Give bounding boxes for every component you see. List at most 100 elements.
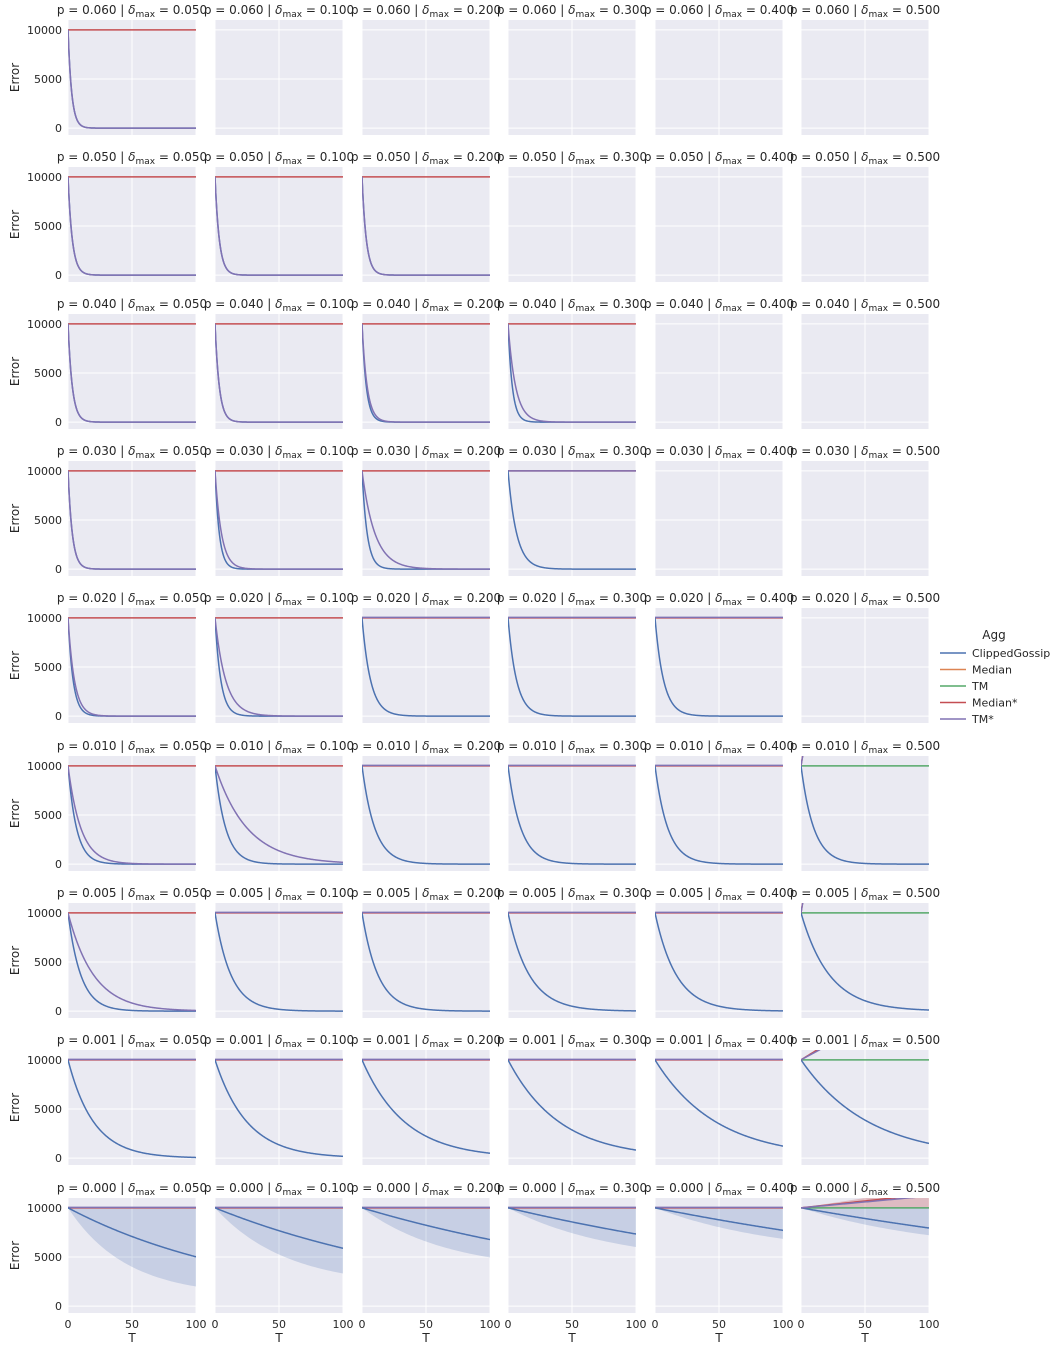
facet-title: p = 0.001 | δmax = 0.500: [790, 1033, 940, 1050]
series-group: [508, 1058, 636, 1151]
legend-label: Median: [972, 664, 1012, 677]
series-line: [215, 176, 343, 276]
facet-title: p = 0.010 | δmax = 0.100: [204, 739, 354, 756]
facet-panel: p = 0.050 | δmax = 0.300: [497, 150, 647, 282]
y-tick-label: 5000: [34, 73, 62, 86]
series-line: [801, 1059, 929, 1145]
facet-title: p = 0.000 | δmax = 0.500: [790, 1181, 940, 1198]
x-tick-label: 50: [272, 1318, 286, 1331]
series-group: [362, 1058, 490, 1154]
series-group: [68, 1206, 196, 1287]
series-line: [215, 323, 343, 423]
facet-title: p = 0.020 | δmax = 0.400: [644, 591, 794, 608]
facet-title: p = 0.060 | δmax = 0.500: [790, 3, 940, 20]
facet-panel: p = 0.020 | δmax = 0.100: [204, 591, 354, 723]
series-line: [68, 617, 196, 717]
y-tick-label: 10000: [27, 318, 62, 331]
series-group: [215, 1206, 343, 1274]
confidence-band: [215, 1207, 343, 1274]
facet-panel: p = 0.000 | δmax = 0.400 0 50 100 T: [644, 1181, 794, 1345]
series-line: [508, 323, 636, 423]
legend: Agg ClippedGossip Median TM Median* TM*: [940, 628, 1050, 726]
y-tick-label: 0: [55, 1152, 62, 1165]
x-tick-label: 0: [798, 1318, 805, 1331]
facet-title: p = 0.020 | δmax = 0.050: [57, 591, 207, 608]
series-group: [362, 1206, 490, 1258]
facet-panel: p = 0.010 | δmax = 0.050 0 5000 10000 Error: [8, 739, 207, 871]
series-line: [68, 765, 196, 865]
facet-grid: p = 0.060 | δmax = 0.0500500010000Errorp…: [8, 3, 940, 1345]
facet-title: p = 0.005 | δmax = 0.100: [204, 886, 354, 903]
series-group: [655, 911, 783, 1012]
y-tick-label: 10000: [27, 760, 62, 773]
facet-title: p = 0.040 | δmax = 0.050: [57, 297, 207, 314]
y-axis-label: Error: [8, 946, 22, 975]
facet-panel: p = 0.030 | δmax = 0.300: [497, 444, 647, 576]
series-line: [68, 912, 196, 1012]
facet-title: p = 0.000 | δmax = 0.050: [57, 1181, 207, 1198]
series-group: [68, 617, 196, 717]
y-axis-label: Error: [8, 210, 22, 239]
facet-title: p = 0.030 | δmax = 0.100: [204, 444, 354, 461]
series-group: [215, 470, 343, 570]
y-tick-label: 0: [55, 858, 62, 871]
series-line: [801, 1198, 916, 1209]
series-line: [362, 912, 490, 1012]
series-group: [215, 323, 343, 423]
y-tick-label: 0: [55, 563, 62, 576]
series-group: [508, 1206, 636, 1247]
facet-title: p = 0.005 | δmax = 0.200: [351, 886, 501, 903]
series-group: [68, 323, 196, 423]
facet-title: p = 0.060 | δmax = 0.200: [351, 3, 501, 20]
series-group: [68, 765, 196, 865]
facet-panel: p = 0.020 | δmax = 0.400: [644, 591, 794, 723]
series-line: [215, 1207, 343, 1249]
y-tick-label: 0: [55, 122, 62, 135]
facet-panel: p = 0.005 | δmax = 0.300: [497, 886, 647, 1018]
facet-title: p = 0.050 | δmax = 0.100: [204, 150, 354, 167]
series-line: [362, 323, 490, 423]
x-tick-label: 100: [919, 1318, 940, 1331]
facet-panel: p = 0.060 | δmax = 0.400: [644, 3, 794, 135]
x-tick-label: 50: [125, 1318, 139, 1331]
facet-title: p = 0.001 | δmax = 0.400: [644, 1033, 794, 1050]
series-group: [362, 764, 490, 865]
series-line: [68, 912, 196, 1012]
y-tick-label: 5000: [34, 809, 62, 822]
x-tick-label: 50: [565, 1318, 579, 1331]
facet-title: p = 0.020 | δmax = 0.200: [351, 591, 501, 608]
facet-panel: p = 0.060 | δmax = 0.300: [497, 3, 647, 135]
series-line: [801, 912, 929, 1011]
facet-title: p = 0.050 | δmax = 0.300: [497, 150, 647, 167]
facet-title: p = 0.005 | δmax = 0.400: [644, 886, 794, 903]
series-line: [362, 176, 490, 276]
legend-label: Median*: [972, 697, 1018, 710]
series-group: [801, 1198, 929, 1236]
series-line: [68, 323, 196, 423]
facet-title: p = 0.050 | δmax = 0.050: [57, 150, 207, 167]
series-group: [68, 912, 196, 1012]
facet-panel: p = 0.010 | δmax = 0.300: [497, 739, 647, 871]
facet-title: p = 0.001 | δmax = 0.200: [351, 1033, 501, 1050]
y-tick-label: 0: [55, 1300, 62, 1313]
x-tick-label: 50: [419, 1318, 433, 1331]
facet-panel: p = 0.050 | δmax = 0.500: [790, 150, 940, 282]
facet-panel: p = 0.050 | δmax = 0.200: [351, 150, 501, 282]
y-tick-label: 5000: [34, 220, 62, 233]
series-group: [362, 911, 490, 1012]
facet-title: p = 0.040 | δmax = 0.100: [204, 297, 354, 314]
facet-title: p = 0.030 | δmax = 0.050: [57, 444, 207, 461]
legend-label: TM*: [971, 713, 994, 726]
series-group: [508, 911, 636, 1012]
facet-panel: p = 0.005 | δmax = 0.050 0 5000 10000 Error: [8, 886, 207, 1018]
facet-title: p = 0.030 | δmax = 0.300: [497, 444, 647, 461]
y-tick-label: 10000: [27, 171, 62, 184]
facet-title: p = 0.030 | δmax = 0.400: [644, 444, 794, 461]
facet-panel: p = 0.020 | δmax = 0.300: [497, 591, 647, 723]
facet-panel: p = 0.030 | δmax = 0.500: [790, 444, 940, 576]
series-group: [508, 616, 636, 717]
facet-panel: p = 0.001 | δmax = 0.400: [644, 1033, 794, 1165]
series-line: [68, 29, 196, 129]
facet-title: p = 0.020 | δmax = 0.100: [204, 591, 354, 608]
y-tick-label: 0: [55, 710, 62, 723]
